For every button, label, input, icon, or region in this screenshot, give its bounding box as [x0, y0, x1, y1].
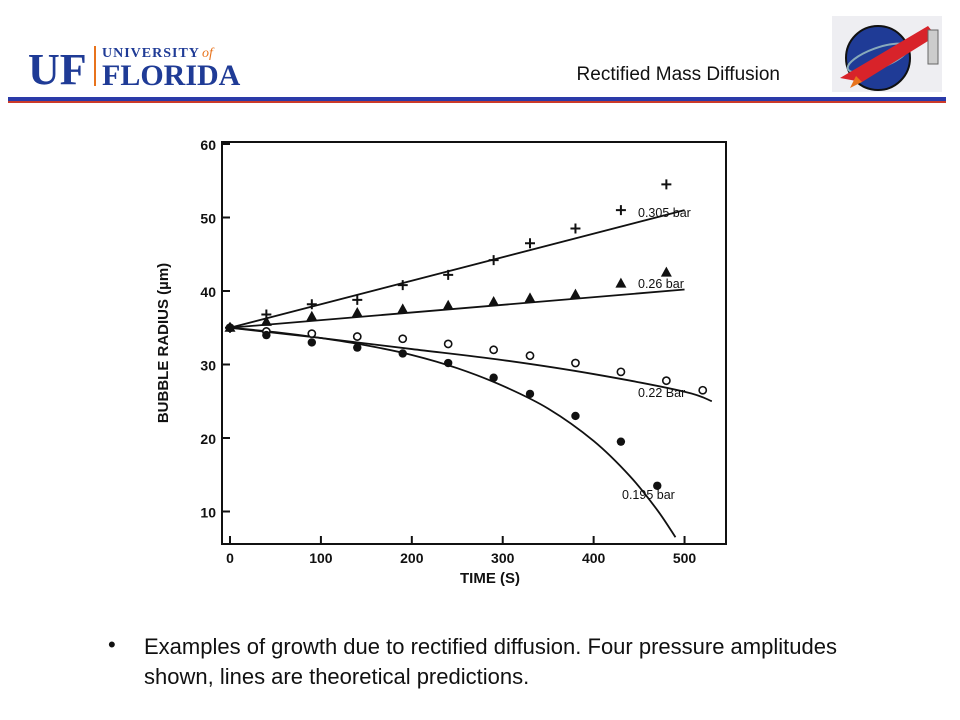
data-point-triangle: [397, 303, 409, 314]
theory-line: [229, 288, 685, 329]
data-point-triangle: [615, 277, 627, 288]
data-point-plus: [352, 294, 363, 305]
data-point-open-circle: [307, 329, 317, 339]
x-tick-label: 0: [226, 550, 234, 566]
data-point-filled-circle: [307, 338, 317, 347]
series-label: 0.26 bar: [638, 277, 684, 291]
y-tick-label: 10: [200, 505, 216, 521]
y-axis-label: BUBBLE RADIUS (µm): [155, 263, 172, 423]
data-point-triangle: [524, 292, 536, 303]
data-point-plus: [525, 238, 535, 249]
data-point-filled-circle: [398, 349, 407, 358]
y-tick-label: 40: [200, 284, 216, 300]
theory-line: [229, 209, 685, 329]
y-tick-label: 20: [200, 431, 216, 447]
data-point-plus: [397, 280, 408, 291]
data-point-open-circle: [571, 358, 580, 368]
x-tick-label: 300: [491, 550, 515, 566]
y-tick-label: 50: [200, 211, 216, 227]
x-tick-label: 100: [309, 550, 333, 566]
data-point-filled-circle: [262, 330, 271, 340]
data-point-plus: [306, 299, 317, 310]
data-point-filled-circle: [616, 437, 626, 446]
data-point-triangle: [488, 296, 500, 307]
data-point-open-circle: [525, 351, 535, 361]
data-point-filled-circle: [225, 323, 235, 332]
slide-header: UF UNIVERSITY of FLORIDA Rectified Mass …: [0, 0, 960, 110]
bullet-symbol: •: [108, 632, 116, 657]
data-point-plus: [570, 223, 581, 234]
series-labels: 0.305 bar 0.26 bar 0.22 Bar 0.195 bar: [622, 206, 691, 502]
svg-text:FLORIDA: FLORIDA: [102, 59, 241, 90]
data-point-filled-circle: [353, 343, 362, 352]
data-point-filled-circle: [443, 358, 453, 368]
data-point-triangle: [306, 310, 318, 321]
data-point-triangle: [351, 307, 363, 318]
svg-text:of: of: [202, 46, 215, 61]
y-tick-label: 30: [200, 358, 216, 374]
data-point-filled-circle: [489, 373, 498, 382]
slide-title: Rectified Mass Diffusion: [576, 64, 780, 85]
data-point-filled-circle: [653, 481, 662, 490]
data-point-open-circle: [661, 376, 671, 386]
data-point-open-circle: [352, 332, 362, 341]
theory-line: [229, 326, 677, 538]
data-point-open-circle: [698, 385, 708, 395]
header-rule-red: [8, 101, 946, 103]
data-point-plus: [443, 269, 454, 280]
axis-ticks: 10 20 30 40 50 60 0 100 200 300 400 500: [200, 137, 696, 566]
bullet-text: Examples of growth due to rectified diff…: [144, 634, 837, 689]
data-point-plus: [615, 205, 626, 216]
data-markers: [224, 179, 708, 490]
x-tick-label: 500: [673, 550, 697, 566]
data-point-open-circle: [616, 367, 626, 377]
data-point-filled-circle: [571, 411, 580, 421]
header-rule-blue: [8, 97, 946, 101]
svg-text:UNIVERSITY: UNIVERSITY: [102, 46, 200, 61]
svg-text:UF: UF: [28, 45, 87, 90]
series-label: 0.305 bar: [638, 206, 691, 220]
x-tick-label: 400: [582, 550, 606, 566]
series-label: 0.22 Bar: [638, 386, 685, 400]
data-point-triangle: [660, 266, 672, 277]
data-point-filled-circle: [525, 389, 535, 399]
x-tick-label: 200: [400, 550, 424, 566]
data-point-open-circle: [489, 345, 499, 355]
data-point-open-circle: [398, 334, 408, 344]
theory-lines: [229, 209, 713, 538]
x-axis-label: TIME (S): [460, 570, 520, 587]
data-point-open-circle: [443, 339, 453, 349]
data-point-triangle: [569, 288, 581, 299]
data-point-triangle: [260, 315, 272, 326]
series-label: 0.195 bar: [622, 488, 675, 502]
uf-logo: UF UNIVERSITY of FLORIDA: [28, 45, 241, 90]
y-tick-label: 60: [200, 137, 216, 153]
data-point-plus: [488, 255, 499, 266]
data-point-triangle: [442, 299, 454, 310]
rocket-logo: [832, 16, 942, 92]
data-point-plus: [661, 179, 672, 190]
plot-frame: [221, 141, 727, 545]
